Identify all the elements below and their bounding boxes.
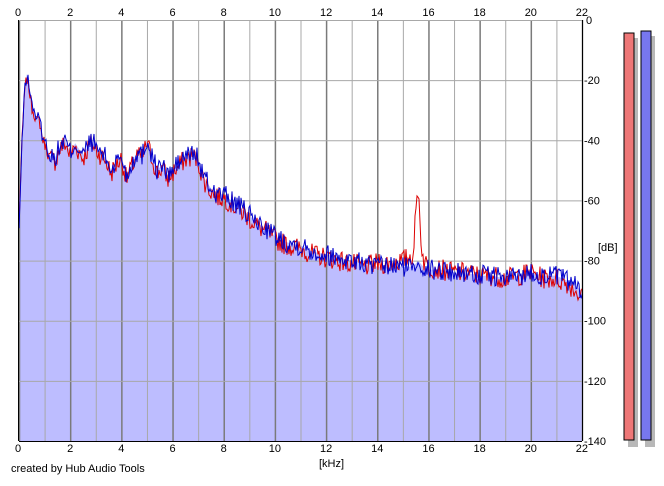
meter-right-bar bbox=[640, 30, 652, 441]
x-tick-label-bottom: 4 bbox=[118, 443, 124, 455]
x-tick-label-top: 8 bbox=[221, 7, 227, 19]
footer-credit: created by Hub Audio Tools bbox=[11, 463, 145, 475]
y-axis-label: [dB] bbox=[598, 242, 618, 254]
x-tick-label-top: 22 bbox=[576, 7, 588, 19]
x-tick-label-top: 18 bbox=[474, 7, 486, 19]
x-tick-label-top: 12 bbox=[320, 7, 332, 19]
x-tick-label-bottom: 18 bbox=[474, 443, 486, 455]
y-tick-labels: 0 -20 -40 -60 -80 -100 -120 -140 bbox=[584, 15, 606, 448]
meter-left-bar bbox=[623, 32, 635, 441]
y-tick-label: -100 bbox=[584, 316, 606, 328]
x-tick-label-bottom: 2 bbox=[67, 443, 73, 455]
y-tick-label: -80 bbox=[584, 256, 600, 268]
x-tick-labels-top: 0 2 4 6 8 10 12 14 16 18 20 22 bbox=[15, 7, 588, 19]
x-tick-label-bottom: 16 bbox=[422, 443, 434, 455]
x-tick-label-bottom: 22 bbox=[576, 443, 588, 455]
x-tick-label-bottom: 20 bbox=[525, 443, 537, 455]
y-tick-label: 0 bbox=[586, 15, 592, 27]
y-tick-label: -60 bbox=[584, 195, 600, 207]
y-tick-label: -40 bbox=[584, 135, 600, 147]
x-tick-label-top: 2 bbox=[67, 7, 73, 19]
grid-layer bbox=[18, 20, 584, 442]
series-line-blue bbox=[18, 74, 583, 299]
y-tick-label: -140 bbox=[584, 436, 606, 448]
x-tick-label-bottom: 6 bbox=[169, 443, 175, 455]
x-tick-label-bottom: 0 bbox=[15, 443, 21, 455]
x-tick-label-top: 20 bbox=[525, 7, 537, 19]
x-axis-label: [kHz] bbox=[319, 458, 344, 470]
level-meters bbox=[623, 30, 655, 447]
x-tick-label-bottom: 10 bbox=[269, 443, 281, 455]
x-tick-label-bottom: 14 bbox=[371, 443, 383, 455]
plot-frame bbox=[18, 20, 583, 442]
x-tick-label-top: 10 bbox=[269, 7, 281, 19]
x-tick-label-top: 6 bbox=[169, 7, 175, 19]
y-tick-label: -120 bbox=[584, 376, 606, 388]
y-tick-label: -20 bbox=[584, 75, 600, 87]
x-tick-label-top: 16 bbox=[422, 7, 434, 19]
x-tick-labels-bottom: 0 2 4 6 8 10 12 14 16 18 20 22 bbox=[15, 443, 588, 455]
x-tick-label-bottom: 8 bbox=[221, 443, 227, 455]
series-layer bbox=[18, 74, 583, 302]
x-tick-label-bottom: 12 bbox=[320, 443, 332, 455]
x-tick-label-top: 4 bbox=[118, 7, 124, 19]
x-tick-label-top: 14 bbox=[371, 7, 383, 19]
x-tick-label-top: 0 bbox=[15, 7, 21, 19]
